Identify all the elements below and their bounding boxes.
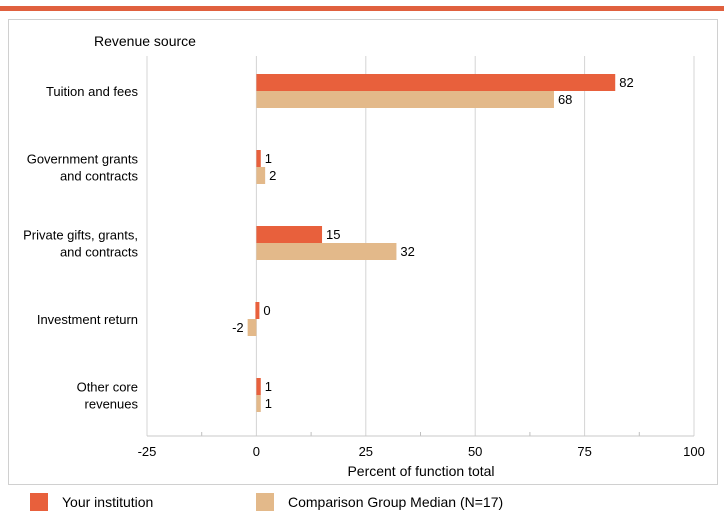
bar-your-institution [256, 150, 261, 167]
x-tick-label: -25 [138, 444, 157, 459]
category-label: Government grants [27, 152, 139, 167]
data-label: -2 [232, 320, 244, 335]
legend-swatch-your-institution [30, 493, 48, 511]
bars [247, 74, 616, 412]
data-label: 68 [558, 92, 572, 107]
legend-label-comparison-median: Comparison Group Median (N=17) [288, 494, 504, 510]
category-label: Other core [77, 380, 138, 395]
data-label: 15 [326, 227, 340, 242]
category-label: Tuition and fees [46, 84, 139, 99]
category-label: and contracts [60, 245, 139, 260]
bar-your-institution [255, 302, 260, 319]
data-label: 32 [400, 244, 414, 259]
bar-your-institution [256, 74, 616, 91]
bar-comparison-median [256, 91, 554, 108]
x-axis-title: Percent of function total [347, 463, 494, 479]
data-label: 82 [619, 75, 633, 90]
data-label: 2 [269, 168, 276, 183]
category-label: and contracts [60, 169, 139, 184]
legend-item-comparison-median: Comparison Group Median (N=17) [256, 492, 503, 512]
legend-item-your-institution: Your institution [30, 492, 153, 512]
legend-label-your-institution: Your institution [62, 494, 154, 510]
bar-your-institution [256, 378, 261, 395]
revenue-source-bar-chart: Revenue source 82 68 1 2 15 32 0 -2 1 1 Tuition a… [23, 33, 705, 479]
x-tick-label: 100 [683, 444, 705, 459]
y-axis-title: Revenue source [94, 33, 196, 49]
data-label: 1 [265, 151, 272, 166]
x-tick-label: 75 [577, 444, 591, 459]
x-tick-labels: -25 0 25 50 75 100 [138, 444, 705, 459]
category-label: revenues [85, 397, 139, 412]
bar-your-institution [256, 226, 323, 243]
x-tick-label: 25 [359, 444, 373, 459]
gridlines [146, 56, 695, 437]
x-tick-label: 50 [468, 444, 482, 459]
category-labels: Tuition and fees Government grants and con… [23, 84, 138, 412]
legend-swatch-comparison-median [256, 493, 274, 511]
data-labels: 82 68 1 2 15 32 0 -2 1 1 [232, 75, 634, 411]
bar-comparison-median [256, 395, 261, 412]
data-label: 1 [265, 379, 272, 394]
x-tick-label: 0 [253, 444, 260, 459]
category-label: Private gifts, grants, [23, 228, 138, 243]
bar-comparison-median [247, 319, 257, 336]
bar-comparison-median [256, 243, 397, 260]
data-label: 0 [263, 303, 270, 318]
bar-comparison-median [256, 167, 266, 184]
data-label: 1 [265, 396, 272, 411]
category-label: Investment return [37, 312, 138, 327]
top-accent-rule [0, 6, 724, 11]
